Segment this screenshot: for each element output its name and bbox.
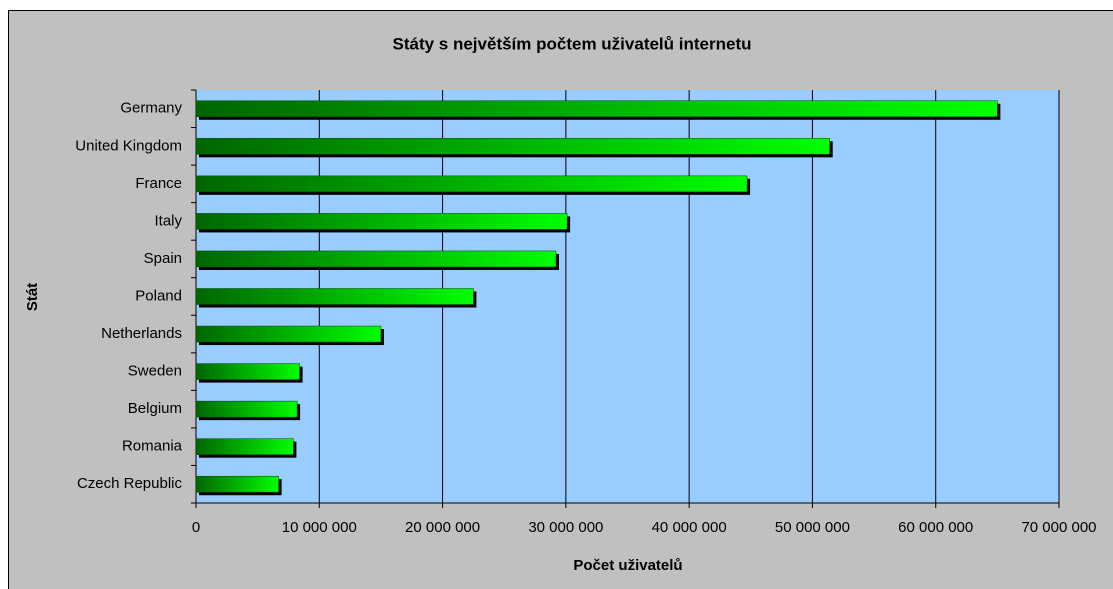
- bar: [195, 400, 298, 418]
- chart-title: Státy s největším počtem uživatelů inter…: [393, 34, 752, 53]
- bar: [195, 438, 294, 455]
- bar: [195, 100, 998, 118]
- bar: [195, 213, 568, 230]
- y-tick-label: Belgium: [128, 400, 182, 417]
- bar: [195, 250, 557, 268]
- x-tick-label: 0: [192, 519, 200, 536]
- y-tick-label: France: [135, 175, 182, 192]
- y-tick-label: Germany: [120, 100, 182, 117]
- x-axis-label: Počet uživatelů: [573, 557, 682, 574]
- bar: [195, 138, 830, 155]
- bar: [195, 288, 474, 305]
- x-tick-label: 70 000 000: [1021, 519, 1096, 536]
- y-tick-label: Spain: [144, 250, 182, 267]
- y-tick-label: Netherlands: [101, 325, 182, 342]
- x-tick-label: 60 000 000: [898, 519, 973, 536]
- y-tick-label: Sweden: [128, 363, 182, 380]
- x-tick-label: 40 000 000: [652, 519, 727, 536]
- bar: [195, 325, 382, 343]
- bar: [195, 475, 279, 493]
- x-tick-label: 50 000 000: [775, 519, 850, 536]
- x-tick-label: 10 000 000: [282, 519, 357, 536]
- y-tick-label: United Kingdom: [75, 137, 182, 154]
- y-tick-label: Italy: [154, 212, 182, 229]
- bar: [195, 363, 300, 380]
- x-tick-label: 20 000 000: [405, 519, 480, 536]
- bar: [195, 175, 748, 193]
- y-tick-label: Romania: [122, 438, 183, 455]
- x-tick-label: 30 000 000: [528, 519, 603, 536]
- y-tick-label: Poland: [135, 287, 182, 304]
- y-axis-label: Stát: [24, 283, 41, 311]
- y-tick-label: Czech Republic: [77, 475, 183, 492]
